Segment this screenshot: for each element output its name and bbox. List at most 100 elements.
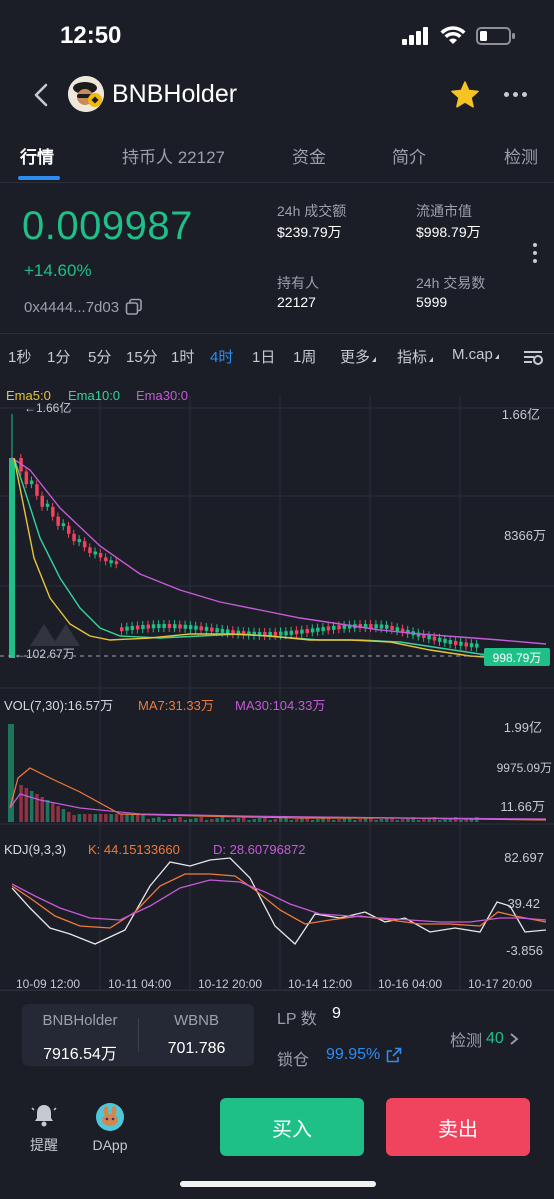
candle [29,480,34,485]
holders-label: 持有人 [277,275,319,291]
volume-bar [236,818,241,822]
vol-ma7-label: MA7:31.33万 [138,698,214,713]
candle [347,624,352,629]
volume-bar [459,820,463,822]
volume-bar [19,785,23,822]
stats-more-icon[interactable] [533,243,537,263]
divider [0,990,554,991]
volume-bar [114,814,119,822]
mcap-dropdown[interactable]: M.cap [452,346,499,363]
timeframe-1w[interactable]: 1周 [293,349,317,366]
kline-chart[interactable]: Ema5:0 Ema10:0 Ema30:0 ←1.66亿 ←102.67万 1… [0,378,554,990]
volume-bar [45,800,50,822]
external-link-icon [386,1047,402,1063]
timeframe-1h[interactable]: 1时 [171,349,195,366]
pool-token-a-amount: 7916.54万 [43,1046,117,1063]
timeframe-1s[interactable]: 1秒 [8,349,32,366]
volume-bar [194,818,198,822]
volume-bar [141,814,145,822]
volume-bar [448,818,453,822]
alert-label: 提醒 [30,1137,58,1153]
candle [475,643,479,648]
candle [125,626,129,631]
lp-count-value: 9 [332,1005,341,1022]
candle [358,624,362,629]
favorite-star-icon[interactable] [450,80,480,110]
token-logo-icon [68,76,104,112]
volume-bar [67,812,71,822]
detect-link[interactable]: 检测 40 [450,1027,520,1051]
volume-bar [422,819,426,822]
y-tick-vol: 11.66万 [500,799,545,814]
candle [390,626,394,631]
candle [173,624,177,629]
x-tick: 10-09 12:00 [16,977,80,990]
volume-bar [93,814,97,822]
tab-detect[interactable]: 检测 [504,148,538,167]
volume-bar [379,819,384,822]
volume-bar [316,819,320,822]
candle [247,631,251,636]
candle [146,624,150,629]
candle [268,631,272,636]
volume-bar [469,818,474,822]
tab-intro[interactable]: 简介 [392,148,426,167]
x-tick: 10-14 12:00 [288,977,352,990]
sell-button[interactable]: 卖出 [386,1098,530,1156]
volume-bar [162,820,166,822]
candle [231,630,235,635]
buy-button[interactable]: 买入 [220,1098,364,1156]
ema10-line [13,457,501,657]
candle [326,626,331,631]
volume-bar [453,817,458,822]
timeframe-more-label: 更多 [340,349,371,366]
volume-bar [279,818,283,822]
liquidity-pool-box[interactable]: BNBHolder 7916.54万 WBNB 701.786 [22,1004,254,1066]
candle [448,639,453,644]
status-time: 12:50 [60,22,122,49]
volume-bar [167,819,172,822]
holders-value: 22127 [277,294,316,310]
candle [67,525,71,534]
dapp-button[interactable]: DApp [88,1102,132,1153]
back-icon[interactable] [30,80,54,110]
volume-bar [72,815,76,822]
volume-bar [289,820,294,822]
volume-bar [199,817,203,822]
copy-icon[interactable] [125,298,143,316]
timeframe-more-dropdown[interactable]: 更多 [340,346,377,367]
candle [469,643,474,648]
candle [135,625,140,630]
candle [241,631,246,636]
volume-bar [332,820,336,822]
volume-bar [268,820,272,822]
volume-bar [104,814,108,822]
ema5-label: Ema5:0 [6,388,51,403]
timeframe-5m[interactable]: 5分 [88,349,112,366]
candle [400,628,405,633]
timeframe-15m[interactable]: 15分 [126,349,158,366]
volume-bar [321,818,325,822]
kdj-k-label: K: 44.15133660 [88,842,180,857]
candle [194,625,198,630]
lock-link[interactable]: 99.95% [326,1046,402,1064]
candle [82,541,87,548]
contract-address[interactable]: 0x4444...7d03 [24,298,143,316]
tab-holders[interactable]: 持币人 22127 [122,148,225,167]
candle [305,629,309,634]
alert-button[interactable]: 提醒 [26,1102,62,1155]
volume-value: $239.79万 [277,224,342,240]
tab-market[interactable]: 行情 [20,148,54,167]
volume-bar [173,818,177,822]
candle [120,627,124,632]
timeframe-1m[interactable]: 1分 [47,349,71,366]
timeframe-4h[interactable]: 4时 [210,349,234,366]
chart-settings-icon[interactable] [522,346,544,368]
ema30-label: Ema30:0 [136,388,188,403]
timeframe-1d[interactable]: 1日 [252,349,276,366]
volume-bar [257,818,262,822]
vol-ma30-label: MA30:104.33万 [235,698,325,713]
tab-funds[interactable]: 资金 [292,148,326,167]
indicator-dropdown[interactable]: 指标 [397,346,434,367]
more-options-icon[interactable] [504,92,527,97]
